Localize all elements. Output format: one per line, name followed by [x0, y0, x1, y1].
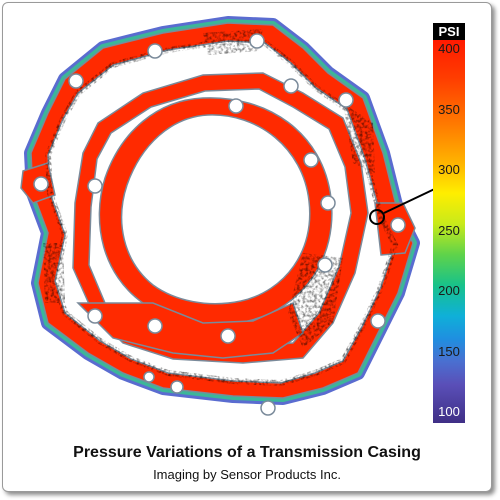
- bolt-hole: [87, 308, 103, 324]
- colorbar-unit: PSI: [433, 23, 465, 40]
- bolt-holes: [33, 33, 406, 416]
- bolt-hole: [320, 195, 336, 211]
- figure-title: Pressure Variations of a Transmission Ca…: [73, 444, 421, 461]
- colorbar-tick: 200: [438, 283, 460, 298]
- psi-colorbar: PSI 400 350 300 250 200 150 100: [433, 23, 465, 423]
- bolt-hole: [338, 92, 354, 108]
- bolt-hole: [390, 217, 406, 233]
- bolt-hole: [220, 328, 236, 344]
- pressure-speckle: [43, 29, 399, 387]
- bolt-hole: [303, 152, 319, 168]
- bolt-hole: [170, 380, 184, 394]
- bolt-hole: [87, 178, 103, 194]
- colorbar-tick: 100: [438, 404, 460, 419]
- bolt-hole: [260, 400, 276, 416]
- bolt-hole: [370, 313, 386, 329]
- colorbar-tick: 150: [438, 344, 460, 359]
- colorbar-tick: 300: [438, 162, 460, 177]
- bolt-hole: [147, 43, 163, 59]
- colorbar-tick: 350: [438, 102, 460, 117]
- bolt-hole: [143, 371, 155, 383]
- colorbar-tick: 250: [438, 223, 460, 238]
- bolt-hole: [317, 257, 333, 273]
- probe-circle: [369, 209, 385, 225]
- colorbar-tick: 400: [438, 41, 460, 56]
- bolt-hole: [249, 33, 265, 49]
- colorbar-gradient: [433, 40, 465, 423]
- bolt-hole: [228, 98, 244, 114]
- figure-subtitle: Imaging by Sensor Products Inc.: [153, 467, 341, 482]
- bolt-hole: [33, 176, 49, 192]
- bolt-hole: [283, 78, 299, 94]
- figure-frame: PSI 400 350 300 250 200 150 100 Pressure…: [2, 2, 492, 492]
- bolt-hole: [68, 73, 84, 89]
- bolt-hole: [147, 318, 163, 334]
- pressure-map-image: [20, 16, 454, 416]
